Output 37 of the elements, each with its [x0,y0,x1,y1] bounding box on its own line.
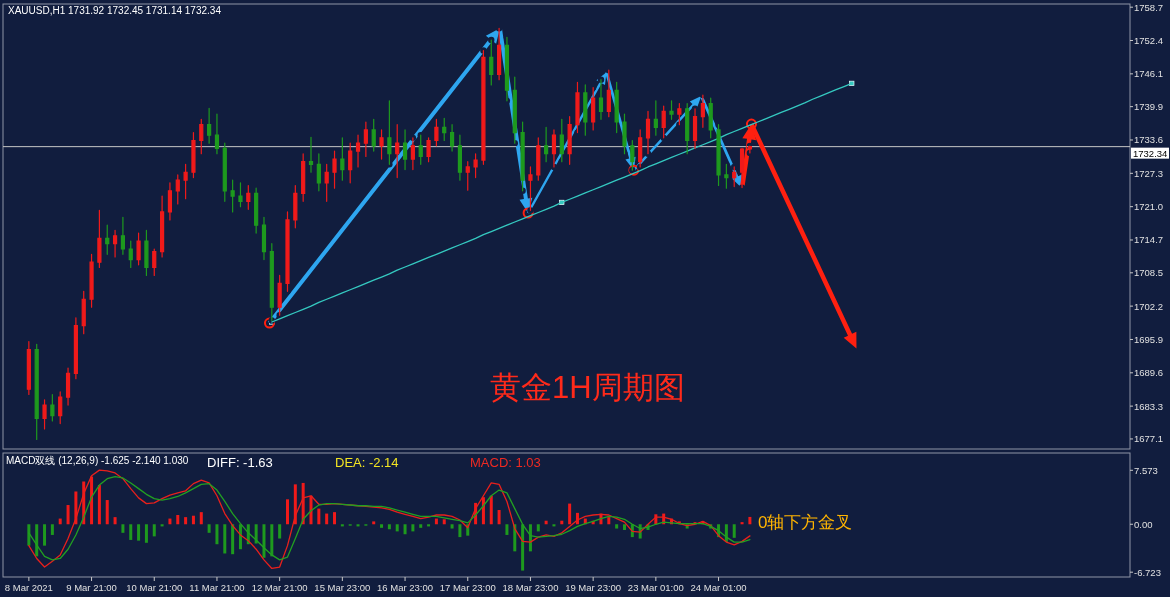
y-tick-label: 1689.6 [1134,367,1164,379]
x-tick-label: 12 Mar 21:00 [251,582,308,593]
y-tick-label: 1683.3 [1134,400,1164,412]
chart-title: XAUUSD,H1 1731.92 1732.45 1731.14 1732.34 [8,5,222,16]
y-tick-label: 1677.1 [1134,433,1164,445]
x-tick-label: 17 Mar 23:00 [439,582,496,593]
annotation: DEA: -2.14 [335,455,399,470]
y-tick-label: 0.00 [1134,518,1153,530]
x-tick-label: 15 Mar 23:00 [314,582,371,593]
y-tick-label: -6.723 [1134,566,1161,578]
y-tick-label: 1746.1 [1134,68,1164,80]
y-tick-label: 1733.6 [1134,134,1164,146]
x-tick-label: 10 Mar 21:00 [126,582,183,593]
x-tick-label: 8 Mar 2021 [4,582,53,593]
x-tick-label: 19 Mar 23:00 [565,582,622,593]
x-tick-label: 11 Mar 21:00 [189,582,245,593]
y-tick-label: 1714.7 [1134,234,1164,246]
y-tick-label: 1758.7 [1134,1,1164,13]
y-tick-label: 1695.9 [1134,333,1164,345]
y-tick-label: 7.573 [1134,464,1158,476]
annotation: 0轴下方金叉 [758,513,853,532]
y-tick-label: 1708.5 [1134,267,1164,279]
y-tick-label: 1727.3 [1134,167,1164,179]
y-tick-label: 1702.2 [1134,300,1164,312]
x-tick-label: 24 Mar 01:00 [690,582,747,593]
annotation: 黄金1H周期图 [490,370,685,405]
annotation: DIFF: -1.63 [207,455,273,470]
x-tick-label: 16 Mar 23:00 [377,582,434,593]
chart-title: MACD双线 (12,26,9) -1.625 -2.140 1.030 [6,455,189,466]
ref-label: 1732.34 [1131,147,1169,159]
x-tick-label: 18 Mar 23:00 [502,582,559,593]
y-tick-label: 1739.9 [1134,101,1164,113]
annotation: MACD: 1.03 [470,455,541,470]
y-tick-label: 1752.4 [1134,35,1164,47]
x-tick-label: 9 Mar 21:00 [66,582,117,593]
y-tick-label: 1721.0 [1134,201,1164,213]
x-tick-label: 23 Mar 01:00 [627,582,684,593]
